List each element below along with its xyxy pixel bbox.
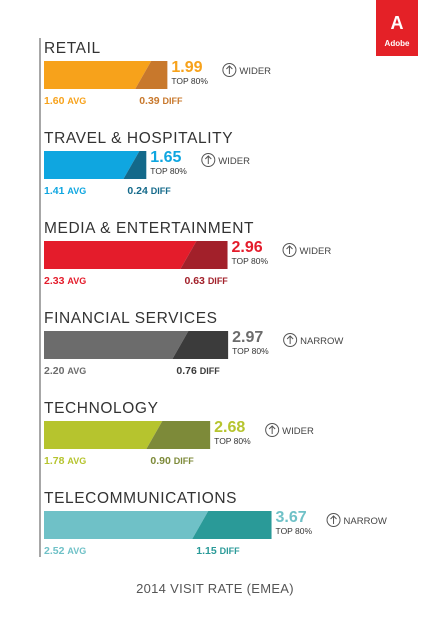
avg-suffix: AVG	[67, 186, 86, 196]
avg-suffix: AVG	[67, 456, 86, 466]
arrow-up-icon	[286, 335, 294, 344]
diff-suffix: DIFF	[174, 456, 194, 466]
arrow-up-circle-icon	[326, 513, 341, 527]
category-label-telecommunications: TELECOMMUNICATIONS	[44, 490, 237, 507]
diff-bar-financial-services	[172, 331, 229, 359]
avg-suffix: AVG	[67, 366, 86, 376]
top80-value-media-entertainment: 2.96	[232, 239, 263, 256]
avg-value-financial-services: 2.20 AVG	[44, 365, 86, 377]
top80-value-technology: 2.68	[214, 419, 245, 436]
top80-label-telecommunications: TOP 80%	[276, 526, 313, 536]
avg-bar-technology	[44, 421, 163, 449]
avg-bar-retail	[44, 61, 152, 89]
arrow-up-circle-icon	[265, 423, 280, 437]
diff-bar-retail	[135, 61, 168, 89]
arrow-up-icon	[268, 425, 276, 434]
avg-suffix: AVG	[67, 546, 86, 556]
avg-value-media-entertainment: 2.33 AVG	[44, 275, 86, 287]
trend-label-retail: WIDER	[239, 66, 271, 77]
top80-label-media-entertainment: TOP 80%	[232, 256, 269, 266]
diff-number: 0.24	[127, 185, 150, 197]
top80-label-travel-hospitality: TOP 80%	[150, 166, 187, 176]
diff-suffix: DIFF	[163, 96, 183, 106]
adobe-logo-mark: A	[390, 13, 404, 33]
top80-label-financial-services: TOP 80%	[232, 346, 269, 356]
avg-number: 1.60	[44, 95, 67, 107]
diff-bar-technology	[146, 421, 211, 449]
diff-suffix: DIFF	[151, 186, 171, 196]
avg-bar-media-entertainment	[44, 241, 197, 269]
avg-number: 1.78	[44, 455, 67, 467]
avg-value-retail: 1.60 AVG	[44, 95, 86, 107]
diff-value-financial-services: 0.76 DIFF	[176, 365, 220, 377]
avg-bar-telecommunications	[44, 511, 209, 539]
avg-number: 2.20	[44, 365, 67, 377]
adobe-logo	[376, 0, 418, 56]
arrow-up-icon	[226, 65, 233, 74]
trend-label-media-entertainment: WIDER	[300, 246, 332, 257]
diff-value-travel-hospitality: 0.24 DIFF	[127, 185, 171, 197]
trend-label-travel-hospitality: WIDER	[218, 156, 250, 167]
category-label-technology: TECHNOLOGY	[44, 400, 159, 417]
avg-bar-travel-hospitality	[44, 151, 140, 179]
arrow-up-circle-icon	[201, 153, 216, 167]
diff-number: 0.39	[139, 95, 162, 107]
category-label-media-entertainment: MEDIA & ENTERTAINMENT	[44, 220, 254, 237]
arrow-up-circle-icon	[283, 333, 298, 347]
diff-suffix: DIFF	[200, 366, 220, 376]
arrow-up-circle-icon	[282, 243, 297, 257]
trend-label-telecommunications: NARROW	[344, 516, 387, 527]
top80-label-technology: TOP 80%	[214, 436, 251, 446]
diff-value-telecommunications: 1.15 DIFF	[196, 545, 240, 557]
diff-suffix: DIFF	[220, 546, 240, 556]
top80-value-retail: 1.99	[171, 59, 202, 76]
arrow-up-circle-icon	[222, 63, 237, 77]
avg-number: 1.41	[44, 185, 67, 197]
diff-number: 0.90	[150, 455, 173, 467]
diff-value-retail: 0.39 DIFF	[139, 95, 183, 107]
avg-suffix: AVG	[67, 96, 86, 106]
diff-bar-telecommunications	[192, 511, 272, 539]
diff-bar-media-entertainment	[180, 241, 228, 269]
avg-bar-financial-services	[44, 331, 189, 359]
diff-number: 0.63	[184, 275, 207, 287]
top80-value-travel-hospitality: 1.65	[150, 149, 181, 166]
top80-value-telecommunications: 3.67	[276, 509, 307, 526]
avg-number: 2.33	[44, 275, 67, 287]
top80-label-retail: TOP 80%	[171, 76, 208, 86]
avg-suffix: AVG	[67, 276, 86, 286]
diff-number: 1.15	[196, 545, 219, 557]
diff-number: 0.76	[176, 365, 199, 377]
arrow-up-icon	[204, 155, 212, 164]
trend-label-technology: WIDER	[282, 426, 314, 437]
arrow-up-icon	[286, 245, 293, 254]
avg-value-travel-hospitality: 1.41 AVG	[44, 185, 86, 197]
adobe-logo-text: Adobe	[384, 39, 410, 48]
trend-label-financial-services: NARROW	[300, 336, 343, 347]
chart-footer-title: 2014 VISIT RATE (EMEA)	[136, 581, 294, 596]
avg-value-telecommunications: 2.52 AVG	[44, 545, 86, 557]
avg-number: 2.52	[44, 545, 67, 557]
category-label-travel-hospitality: TRAVEL & HOSPITALITY	[44, 130, 233, 147]
diff-value-media-entertainment: 0.63 DIFF	[184, 275, 228, 287]
diff-value-technology: 0.90 DIFF	[150, 455, 194, 467]
avg-value-technology: 1.78 AVG	[44, 455, 86, 467]
diff-suffix: DIFF	[208, 276, 228, 286]
top80-value-financial-services: 2.97	[232, 329, 263, 346]
category-label-financial-services: FINANCIAL SERVICES	[44, 310, 218, 327]
category-label-retail: RETAIL	[44, 40, 101, 57]
diff-bar-travel-hospitality	[123, 151, 147, 179]
arrow-up-icon	[330, 515, 337, 524]
